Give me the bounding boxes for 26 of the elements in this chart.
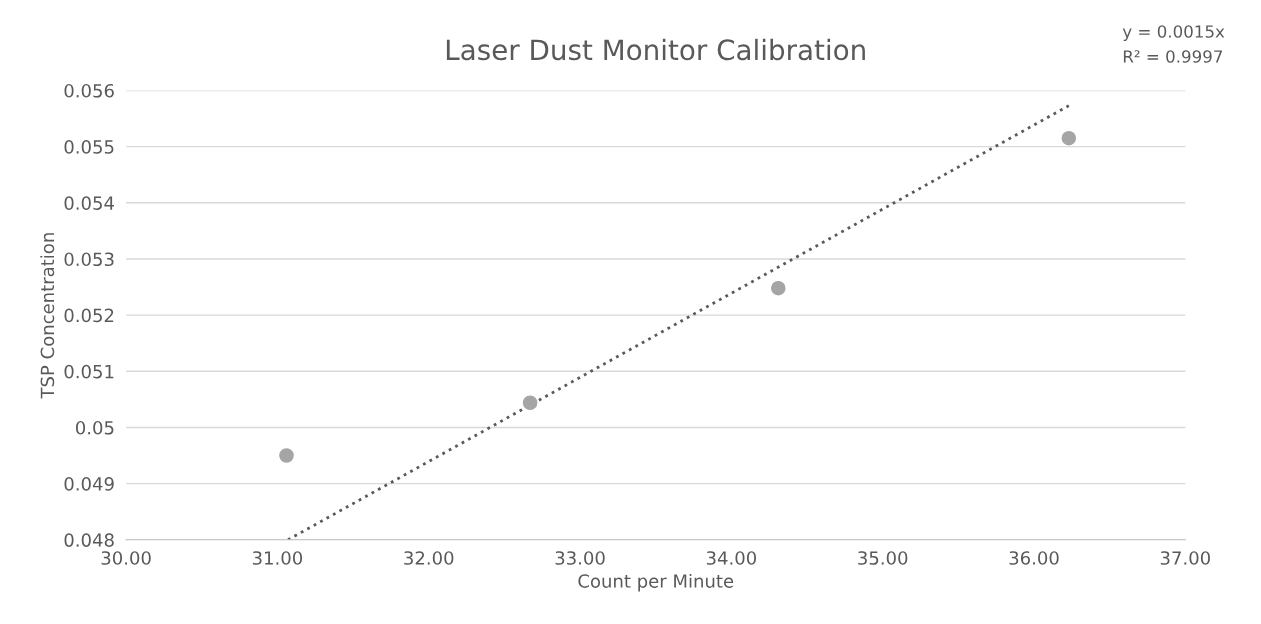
x-tick-label: 37.00: [1160, 551, 1210, 565]
x-tick-label: 31.00: [252, 551, 303, 565]
point: [279, 448, 294, 463]
x-tick-label: 36.00: [1009, 551, 1059, 565]
x-tick-label: 32.00: [404, 551, 454, 565]
chart-title: Laser Dust Monitor Calibration: [446, 38, 865, 61]
y-tick-label: 0.055: [64, 140, 114, 154]
point: [771, 280, 786, 296]
x-tick-label: 35.00: [858, 551, 908, 565]
y-tick-label: 0.051: [64, 364, 114, 379]
point: [522, 395, 538, 411]
x-tick-label: 33.00: [555, 551, 605, 565]
y-tick-label: 0.054: [64, 196, 114, 210]
x-tick-label: 34.00: [706, 551, 757, 565]
y-tick-label: 0.052: [64, 308, 114, 323]
y-axis-title: TSP Concentration: [40, 233, 55, 399]
y-tick-label: 0.048: [64, 533, 114, 547]
text: y = 0.0015x: [1122, 25, 1225, 42]
x-axis-title: Count per Minute: [578, 573, 734, 592]
x-tick-label: 30.00: [101, 551, 151, 565]
y-tick-label: 0.049: [64, 477, 114, 491]
y-tick-label: 0.05: [75, 420, 114, 435]
point: [1061, 130, 1077, 146]
y-tick-label: 0.056: [64, 83, 114, 98]
text: R² = 0.9997: [1123, 50, 1223, 63]
y-tick-label: 0.053: [64, 252, 114, 267]
